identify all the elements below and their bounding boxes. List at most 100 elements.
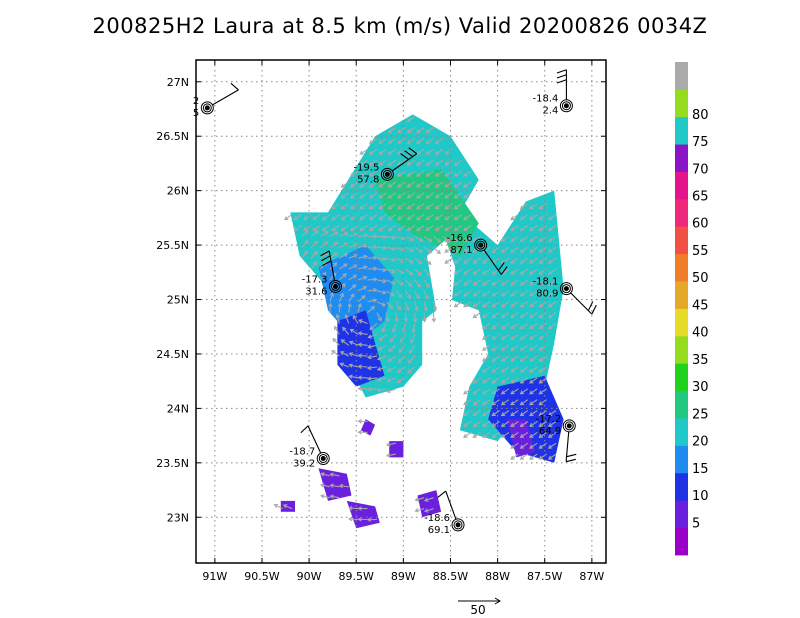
wind-vector-head xyxy=(529,357,534,362)
wind-vector-head xyxy=(529,281,534,286)
wind-vector-head xyxy=(472,390,477,395)
wind-vector xyxy=(529,399,538,406)
station-humidity: 69.1 xyxy=(428,525,450,536)
wind-vector xyxy=(339,243,348,248)
wind-vector-head xyxy=(416,216,421,221)
wind-vector-head xyxy=(463,248,468,253)
wind-vector xyxy=(473,235,481,242)
wind-vector xyxy=(482,366,491,373)
wind-vector-head xyxy=(353,253,359,259)
wind-vector xyxy=(404,312,407,322)
wind-vector xyxy=(357,276,367,281)
wind-vector-head xyxy=(349,227,355,232)
wind-vector-head xyxy=(366,517,372,522)
wind-vector xyxy=(357,255,368,259)
wind-vector-head xyxy=(519,216,525,221)
chart-title: 200825H2 Laura at 8.5 km (m/s) Valid 202… xyxy=(92,14,708,38)
wind-vector-head xyxy=(538,444,543,449)
wind-vector-head xyxy=(434,172,440,177)
wind-vector-head xyxy=(547,314,553,319)
wind-vector-head xyxy=(368,194,374,199)
wind-vector xyxy=(444,203,453,210)
y-tick-label: 25N xyxy=(167,294,189,307)
wind-vector xyxy=(377,366,387,371)
wind-vector-head xyxy=(510,237,515,242)
wind-vector-head xyxy=(335,313,340,319)
wind-vector-head xyxy=(434,139,440,144)
wind-vector xyxy=(510,421,519,427)
wind-vector-head xyxy=(519,444,525,449)
wind-vector-head xyxy=(332,337,337,343)
wind-vector-head xyxy=(491,281,496,286)
wind-vector-head xyxy=(282,504,288,509)
wind-vector xyxy=(332,338,340,346)
wind-vector-head xyxy=(386,388,391,394)
station-marker xyxy=(200,101,214,115)
colorbar-label: 35 xyxy=(692,353,709,368)
wind-vector-head xyxy=(373,233,378,239)
wind-vector-head xyxy=(510,368,515,373)
wind-vector-head xyxy=(491,303,496,308)
wind-vector xyxy=(529,388,538,395)
wind-vector xyxy=(404,268,413,275)
wind-vector-head xyxy=(387,205,393,210)
wind-vector-head xyxy=(351,284,357,289)
wind-vector-head xyxy=(312,216,317,221)
wind-vector xyxy=(501,235,510,242)
wind-vector-head xyxy=(510,455,515,460)
wind-vector xyxy=(322,225,331,231)
wind-vector xyxy=(349,518,359,521)
wind-vector-head xyxy=(415,295,420,300)
wind-vector-head xyxy=(500,281,506,286)
wind-vector xyxy=(397,214,406,221)
wind-vector xyxy=(416,192,425,199)
wind-vector-head xyxy=(405,306,410,311)
wind-vector xyxy=(539,225,547,231)
wind-vector-head xyxy=(396,368,402,373)
wind-vector xyxy=(338,263,348,270)
wind-vector-head xyxy=(350,172,355,177)
wind-vector-head xyxy=(341,282,346,288)
wind-vector xyxy=(359,192,368,199)
wind-vector xyxy=(388,181,397,188)
wind-vector xyxy=(501,301,510,308)
wind-vector xyxy=(310,251,318,259)
wind-vector-head xyxy=(391,328,397,334)
wind-vector xyxy=(520,290,529,297)
wind-vector-head xyxy=(373,244,378,250)
wind-vector xyxy=(348,264,358,270)
wind-vector xyxy=(404,246,414,252)
wind-vector xyxy=(398,355,406,363)
colorbar-label: 70 xyxy=(692,162,709,177)
wind-vector-head xyxy=(510,303,515,308)
wind-vector xyxy=(416,137,425,144)
wind-vector xyxy=(529,246,538,253)
station-humidity: 31.6 xyxy=(305,286,327,297)
wind-vector-head xyxy=(547,237,553,242)
colorbar-swatch xyxy=(675,363,688,392)
wind-vector-head xyxy=(482,314,487,319)
wind-vector xyxy=(501,312,510,318)
wind-vector-head xyxy=(547,259,553,264)
wind-vector xyxy=(501,323,510,329)
wind-vector-head xyxy=(348,340,354,345)
wind-vector xyxy=(473,257,481,264)
wind-vector-head xyxy=(368,227,374,232)
wind-vector-head xyxy=(378,336,384,342)
wind-vector xyxy=(520,214,529,221)
wind-vector-head xyxy=(510,390,515,395)
wind-vector xyxy=(349,375,359,379)
station-marker xyxy=(318,453,328,463)
x-tick-label: 91W xyxy=(202,570,227,583)
wind-vector xyxy=(425,170,434,177)
wind-vector-head xyxy=(500,324,506,330)
station-humidity: 2.4 xyxy=(543,106,559,117)
wind-vector xyxy=(416,225,425,231)
wind-vector-head xyxy=(538,248,543,253)
wind-vector xyxy=(539,235,547,242)
y-tick-label: 23N xyxy=(167,511,189,524)
station-marker xyxy=(330,281,340,291)
wind-vector xyxy=(425,127,434,133)
wind-vector xyxy=(301,240,309,248)
wind-vector-head xyxy=(342,273,347,278)
